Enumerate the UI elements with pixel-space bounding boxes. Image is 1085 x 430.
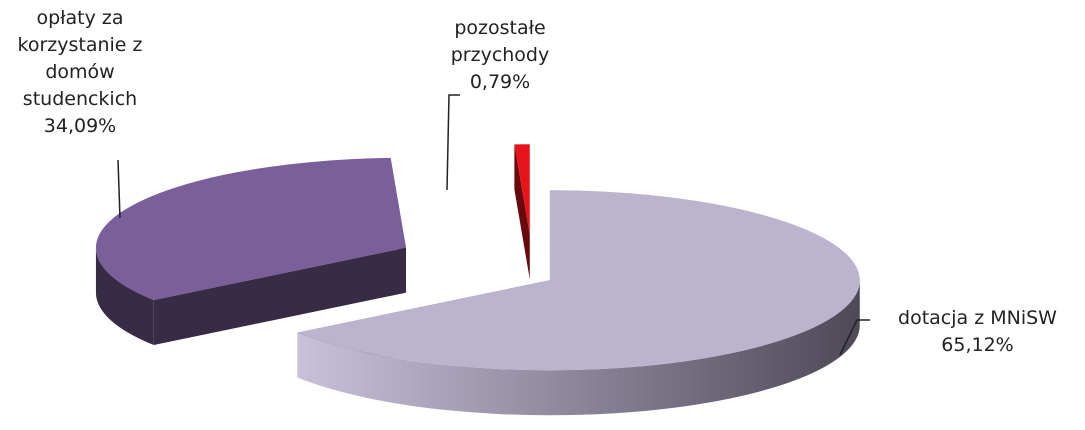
slice: [514, 144, 530, 235]
leader-line: [446, 94, 460, 191]
value-label: 65,12%: [941, 334, 1014, 356]
slice: [95, 157, 406, 301]
leader-line: [117, 159, 121, 219]
slice-side: [153, 247, 406, 346]
slice-label: opłaty za korzystanie z domów studenckic…: [5, 5, 155, 140]
value-label: 0,79%: [469, 71, 531, 93]
slice-side: [95, 247, 154, 346]
leader-line: [839, 319, 870, 356]
slice: [297, 190, 860, 371]
slice-label: pozostałe przychody 0,79%: [440, 15, 560, 96]
category-label: opłaty za korzystanie z domów studenckic…: [17, 7, 143, 110]
slice-label: dotacja z MNiSW 65,12%: [870, 305, 1085, 359]
category-label: pozostałe przychody: [450, 17, 550, 66]
slice-side: [514, 144, 530, 280]
category-label: dotacja z MNiSW: [898, 307, 1057, 329]
value-label: 34,09%: [43, 115, 117, 137]
slice-side: [297, 280, 860, 416]
